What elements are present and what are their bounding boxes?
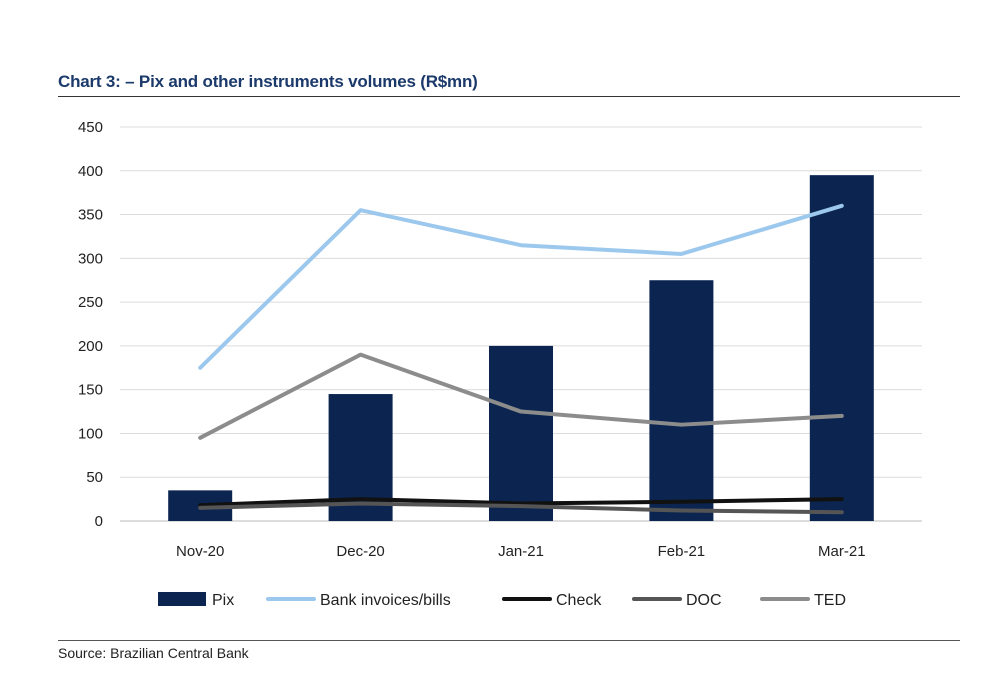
x-tick-label: Feb-21 xyxy=(658,543,706,560)
legend-swatch-bar xyxy=(158,592,206,606)
series-line-ted xyxy=(198,352,844,440)
x-tick-label: Nov-20 xyxy=(176,543,224,560)
y-tick-label: 150 xyxy=(78,382,103,399)
legend-label: Bank invoices/bills xyxy=(320,592,451,609)
legend: Pix Bank invoices/bills Check DOC TED xyxy=(158,592,846,609)
legend-label: Check xyxy=(556,592,602,609)
line-series xyxy=(198,203,844,515)
legend-label: DOC xyxy=(686,592,722,609)
series-line-check xyxy=(198,497,844,508)
legend-label: TED xyxy=(814,592,846,609)
bar-pix-mar-21 xyxy=(809,175,874,521)
legend-label: Pix xyxy=(212,592,234,609)
y-tick-label: 400 xyxy=(78,163,103,180)
y-tick-label: 0 xyxy=(95,513,103,530)
bar-series xyxy=(168,175,874,521)
source-divider xyxy=(58,640,960,641)
y-tick-label: 350 xyxy=(78,207,103,224)
y-tick-label: 200 xyxy=(78,338,103,355)
source-note: Source: Brazilian Central Bank xyxy=(58,645,249,661)
y-tick-label: 300 xyxy=(78,250,103,267)
chart-title: Chart 3: – Pix and other instruments vol… xyxy=(58,72,478,91)
x-axis-ticks: Nov-20 Dec-20 Jan-21 Feb-21 Mar-21 xyxy=(176,543,866,560)
y-axis-ticks: 0 50 100 150 200 250 300 350 400 450 xyxy=(78,119,103,530)
title-divider xyxy=(58,96,960,97)
series-line-bank-invoices-bills xyxy=(198,203,844,370)
x-tick-label: Jan-21 xyxy=(498,543,544,560)
x-tick-label: Dec-20 xyxy=(336,543,384,560)
x-tick-label: Mar-21 xyxy=(818,543,866,560)
bar-pix-feb-21 xyxy=(649,280,714,521)
series-line-doc xyxy=(198,501,844,515)
y-tick-label: 250 xyxy=(78,294,103,311)
bar-pix-jan-21 xyxy=(489,345,553,521)
y-tick-label: 100 xyxy=(78,425,103,442)
y-tick-label: 450 xyxy=(78,119,103,136)
y-tick-label: 50 xyxy=(86,469,103,486)
